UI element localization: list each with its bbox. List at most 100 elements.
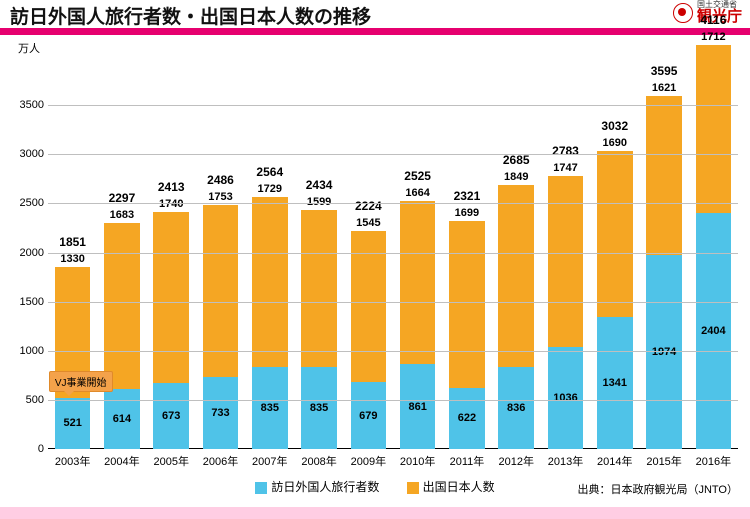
bar-segment-outbound — [400, 201, 435, 364]
logo-mark-icon — [673, 3, 693, 23]
accent-stripe — [0, 28, 750, 35]
y-tick-label: 3000 — [10, 148, 44, 160]
bar-segment-outbound — [449, 221, 484, 388]
y-tick-label: 500 — [10, 394, 44, 406]
bar-value-label: 673 — [153, 410, 188, 422]
bar-upper-value-label: 1729 — [252, 183, 287, 195]
bar-total-label: 2434 — [301, 178, 336, 192]
bar-segment-inbound: 1341 — [597, 317, 632, 449]
x-tick-label: 2012年 — [498, 453, 533, 469]
legend-swatch-icon — [255, 482, 267, 494]
bar-upper-value-label: 1621 — [646, 82, 681, 94]
legend-label: 訪日外国人旅行者数 — [271, 480, 379, 494]
bar-segment-outbound — [696, 45, 731, 213]
bar-segment-inbound: 614 — [104, 389, 139, 449]
bar-value-label: 836 — [498, 402, 533, 414]
page-title: 訪日外国人旅行者数・出国日本人数の推移 — [10, 2, 371, 29]
bar-segment-outbound — [153, 212, 188, 383]
bar-segment-outbound — [548, 176, 583, 348]
bar-group: 679154522242009年 — [351, 231, 386, 450]
bar-upper-value-label: 1747 — [548, 162, 583, 174]
x-tick-label: 2014年 — [597, 453, 632, 469]
chart-plot: 521133018512003年VJ事業開始 614168322972004年 67… — [48, 56, 738, 449]
x-tick-label: 2007年 — [252, 453, 287, 469]
x-tick-label: 2009年 — [351, 453, 386, 469]
bar-value-label: 521 — [55, 417, 90, 429]
y-tick-label: 0 — [10, 443, 44, 455]
bar-segment-inbound: 861 — [400, 364, 435, 449]
x-tick-label: 2006年 — [203, 453, 238, 469]
bar-upper-value-label: 1753 — [203, 191, 238, 203]
bar-group: 622169923212011年 — [449, 221, 484, 449]
bar-upper-value-label: 1712 — [696, 31, 731, 43]
bar-total-label: 3032 — [597, 119, 632, 133]
page: 訪日外国人旅行者数・出国日本人数の推移 国土交通省 観光庁 万人 5211330… — [0, 0, 750, 519]
bar-group: 733175324862006年 — [203, 205, 238, 449]
bar-segment-inbound: 836 — [498, 367, 533, 449]
bar-value-label: 1036 — [548, 392, 583, 404]
bar-group: 614168322972004年 — [104, 223, 139, 449]
bar-total-label: 2783 — [548, 144, 583, 158]
bar-total-label: 2564 — [252, 165, 287, 179]
bar-total-label: 1851 — [55, 235, 90, 249]
bar-value-label: 2404 — [696, 325, 731, 337]
x-tick-label: 2010年 — [400, 453, 435, 469]
bar-group: 861166425252010年 — [400, 201, 435, 449]
bar-upper-value-label: 1545 — [351, 217, 386, 229]
bar-total-label: 2685 — [498, 153, 533, 167]
bar-total-label: 2321 — [449, 189, 484, 203]
bar-segment-inbound: 835 — [252, 367, 287, 449]
bar-value-label: 733 — [203, 407, 238, 419]
source-text: 出典：日本政府観光局（JNTO） — [577, 481, 738, 497]
bar-segment-inbound: 1036 — [548, 347, 583, 449]
legend-label: 出国日本人数 — [423, 480, 495, 494]
legend-item-inbound: 訪日外国人旅行者数 — [255, 478, 379, 495]
bar-segment-inbound: 1974 — [646, 255, 681, 449]
bar-value-label: 835 — [301, 402, 336, 414]
bar-group: 521133018512003年VJ事業開始 — [55, 267, 90, 449]
bar-group: 1036174727832013年 — [548, 176, 583, 449]
bar-total-label: 2413 — [153, 180, 188, 194]
y-tick-label: 2500 — [10, 197, 44, 209]
bar-total-label: 3595 — [646, 64, 681, 78]
bar-segment-outbound — [104, 223, 139, 388]
bar-segment-inbound: 2404 — [696, 213, 731, 449]
bar-segment-outbound — [646, 96, 681, 255]
bar-group: 835159924342008年 — [301, 210, 336, 449]
y-tick-label: 2000 — [10, 247, 44, 259]
bar-group: 835172925642007年 — [252, 197, 287, 449]
bar-total-label: 2224 — [351, 199, 386, 213]
bar-segment-inbound: 679 — [351, 382, 386, 449]
bar-segment-inbound: 733 — [203, 377, 238, 449]
bar-segment-inbound: 521 — [55, 398, 90, 449]
legend-item-outbound: 出国日本人数 — [407, 478, 495, 495]
bar-upper-value-label: 1690 — [597, 137, 632, 149]
bar-upper-value-label: 1849 — [498, 171, 533, 183]
bar-segment-inbound: 673 — [153, 383, 188, 449]
bar-group: 1974162135952015年 — [646, 96, 681, 449]
annotation-callout: VJ事業開始 — [49, 371, 113, 392]
bar-upper-value-label: 1699 — [449, 207, 484, 219]
bar-value-label: 679 — [351, 410, 386, 422]
x-tick-label: 2015年 — [646, 453, 681, 469]
bar-segment-outbound — [597, 151, 632, 317]
bar-segment-inbound: 835 — [301, 367, 336, 449]
bar-group: 836184926852012年 — [498, 185, 533, 449]
x-tick-label: 2013年 — [548, 453, 583, 469]
x-tick-label: 2005年 — [153, 453, 188, 469]
x-tick-label: 2004年 — [104, 453, 139, 469]
footer-stripe — [0, 507, 750, 519]
bar-total-label: 2525 — [400, 169, 435, 183]
bar-value-label: 1341 — [597, 377, 632, 389]
bar-total-label: 4116 — [696, 13, 731, 27]
y-axis-unit: 万人 — [18, 40, 40, 56]
bar-upper-value-label: 1683 — [104, 209, 139, 221]
legend-swatch-icon — [407, 482, 419, 494]
bar-value-label: 861 — [400, 401, 435, 413]
header-bar: 訪日外国人旅行者数・出国日本人数の推移 国土交通省 観光庁 — [0, 0, 750, 28]
bar-upper-value-label: 1330 — [55, 253, 90, 265]
bar-group: 673174024132005年 — [153, 212, 188, 449]
bar-segment-outbound — [498, 185, 533, 367]
bar-segment-inbound: 622 — [449, 388, 484, 449]
y-tick-label: 3500 — [10, 99, 44, 111]
